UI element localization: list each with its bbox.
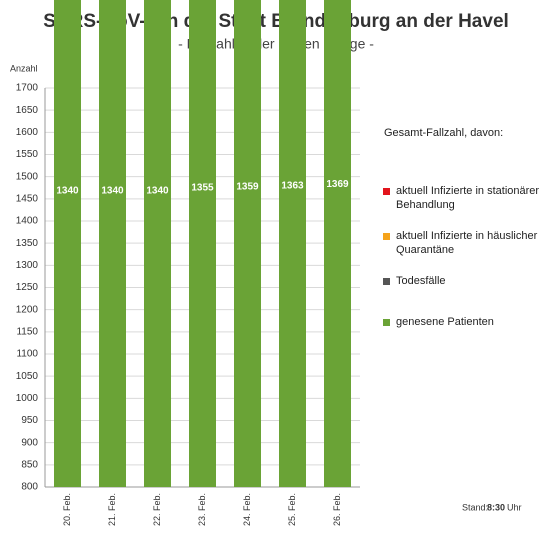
bar-segment — [189, 0, 216, 488]
legend-swatch — [383, 233, 390, 240]
legend-title: Gesamt-Fallzahl, davon: — [384, 127, 503, 139]
bar-segment — [324, 0, 351, 488]
y-tick-label: 1050 — [16, 371, 39, 382]
bar-segment — [54, 0, 81, 487]
y-tick-label: 900 — [21, 437, 38, 448]
value-label: 1355 — [191, 182, 214, 193]
bar-segment — [234, 0, 261, 487]
y-tick-label: 1300 — [16, 260, 39, 271]
value-label: 1340 — [56, 186, 79, 197]
y-tick-label: 950 — [21, 415, 38, 426]
x-tick-label: 24. Feb. — [242, 493, 252, 526]
y-tick-label: 1150 — [16, 326, 38, 337]
y-tick-label: 850 — [21, 459, 38, 470]
y-tick-label: 1700 — [16, 83, 39, 94]
legend-label: aktuell Infizierte in häuslicher Quarant… — [396, 230, 538, 256]
x-tick-label: 26. Feb. — [332, 493, 342, 526]
x-tick-label: 22. Feb. — [152, 493, 162, 526]
y-axis-label: Anzahl — [10, 63, 38, 73]
value-label: 1369 — [326, 179, 349, 190]
x-tick-label: 21. Feb. — [107, 493, 117, 526]
legend-entry: Todesfälle — [383, 274, 549, 288]
y-tick-label: 1450 — [16, 193, 39, 204]
y-tick-label: 1500 — [16, 171, 39, 182]
x-tick-label: 20. Feb. — [62, 493, 72, 526]
legend-entry: genesene Patienten — [383, 315, 549, 329]
note-unit: Uhr — [507, 502, 522, 512]
value-label: 1340 — [146, 186, 169, 197]
value-label: 1340 — [101, 186, 124, 197]
legend-label: Todesfälle — [396, 275, 446, 287]
bar-segment — [144, 0, 171, 487]
y-tick-label: 1550 — [16, 149, 39, 160]
y-tick-label: 1000 — [16, 393, 39, 404]
y-tick-label: 1650 — [16, 105, 39, 116]
x-tick-label: 23. Feb. — [197, 493, 207, 526]
legend-label: aktuell Infizierte in stationärer Behand… — [396, 185, 540, 211]
bar-segment — [99, 0, 126, 487]
legend-label: genesene Patienten — [396, 316, 494, 328]
legend-swatch — [383, 278, 390, 285]
note-time: 8:30 — [487, 502, 505, 512]
note-label: Stand: — [462, 502, 488, 512]
y-tick-label: 1350 — [16, 238, 39, 249]
legend-swatch — [383, 188, 390, 195]
y-tick-label: 1250 — [16, 282, 39, 293]
legend-entry: aktuell Infizierte in häuslicher Quarant… — [383, 229, 549, 257]
y-tick-label: 1400 — [16, 216, 39, 227]
x-tick-label: 25. Feb. — [287, 493, 297, 526]
bar-segment — [279, 0, 306, 487]
y-tick-label: 1600 — [16, 127, 39, 138]
value-label: 1359 — [236, 181, 259, 192]
y-tick-label: 800 — [21, 482, 38, 493]
legend-entry: aktuell Infizierte in stationärer Behand… — [383, 184, 549, 212]
legend-swatch — [383, 319, 390, 326]
y-tick-label: 1200 — [16, 304, 39, 315]
y-tick-label: 1100 — [16, 349, 38, 360]
value-label: 1363 — [281, 181, 304, 192]
